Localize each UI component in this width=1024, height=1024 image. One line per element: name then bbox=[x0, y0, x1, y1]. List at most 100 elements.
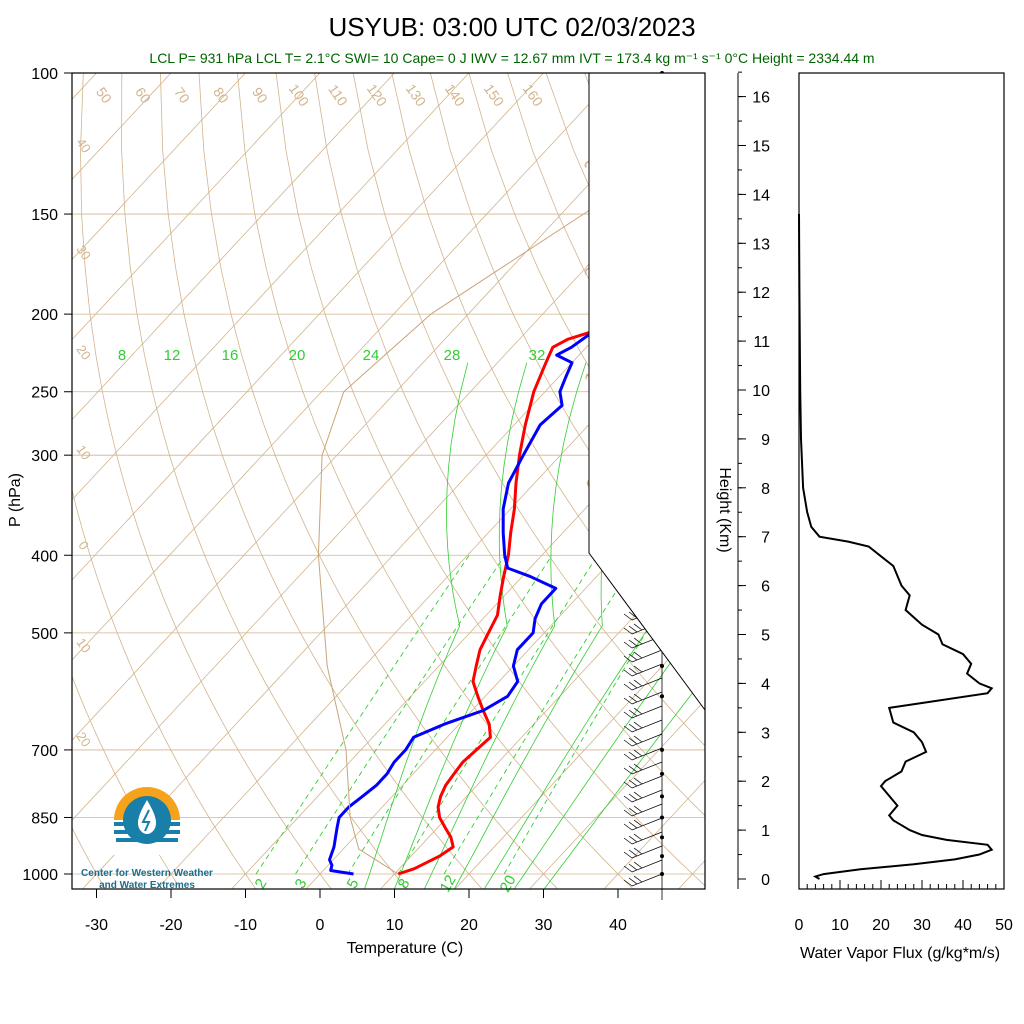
wind-barb bbox=[632, 776, 662, 788]
isotherm-line bbox=[0, 73, 469, 891]
isotherm-label: 50 bbox=[93, 84, 115, 106]
isotherm-label: 10 bbox=[73, 442, 94, 462]
wind-barb-flag bbox=[624, 852, 632, 858]
isotherm-line bbox=[155, 73, 916, 891]
mixing-ratio-label: 24 bbox=[363, 347, 380, 364]
y-axis-label: P (hPa) bbox=[7, 473, 24, 527]
wind-barb-flag bbox=[624, 866, 632, 872]
wind-barb-flag bbox=[624, 880, 632, 886]
dry-adiabat bbox=[122, 73, 409, 891]
x-tick-label: 10 bbox=[386, 917, 404, 934]
wind-barb-flag bbox=[629, 878, 637, 884]
wind-barb-flag bbox=[629, 850, 637, 856]
pressure-axis: 100 150 200 250 300 400 500 700 850 1000 bbox=[22, 66, 72, 884]
wind-level-dot bbox=[660, 694, 664, 698]
wind-barb-flag bbox=[634, 736, 642, 742]
background-grid bbox=[0, 73, 1024, 891]
height-tick-label: 12 bbox=[752, 285, 770, 302]
logo-line-1: Center for Western Weather bbox=[81, 868, 213, 879]
isotherm-label: 20 bbox=[73, 342, 94, 362]
wind-level-dot bbox=[660, 772, 664, 776]
wind-barb bbox=[632, 678, 662, 690]
dry-adiabat bbox=[38, 73, 257, 891]
wind-barb bbox=[632, 818, 662, 830]
wind-barb bbox=[632, 706, 662, 718]
height-tick-label: 11 bbox=[753, 334, 770, 351]
wind-barb-flag bbox=[624, 642, 632, 648]
y-tick-label: 700 bbox=[31, 743, 58, 760]
isotherm-label: 90 bbox=[249, 84, 271, 106]
x-tick-label: 30 bbox=[535, 917, 553, 934]
wind-barb-flag bbox=[629, 626, 637, 632]
wind-barb bbox=[632, 790, 662, 802]
x-tick-label: 20 bbox=[460, 917, 478, 934]
isotherm-line bbox=[0, 73, 245, 891]
isotherm-label: 80 bbox=[210, 84, 232, 106]
wind-barb-flag bbox=[629, 808, 637, 814]
isotherm-line bbox=[0, 73, 618, 891]
wind-barb-flag bbox=[634, 680, 642, 686]
isotherm-label: 10 bbox=[73, 635, 94, 655]
y-tick-label: 400 bbox=[31, 548, 58, 565]
isotherm-label: 30 bbox=[73, 242, 94, 262]
height-tick-label: 2 bbox=[761, 774, 770, 791]
isotherm-line bbox=[453, 73, 1024, 891]
isotherm-line bbox=[0, 73, 394, 891]
mixing-ratio-line bbox=[348, 555, 552, 874]
height-tick-label: 10 bbox=[752, 383, 770, 400]
wind-level-dot bbox=[660, 748, 664, 752]
flux-tick-label: 50 bbox=[995, 917, 1013, 934]
wind-barb-flag bbox=[629, 836, 637, 842]
mixing-ratio-label: 28 bbox=[444, 347, 461, 364]
height-tick-label: 0 bbox=[761, 872, 770, 889]
height-tick-label: 14 bbox=[752, 187, 770, 204]
y-tick-label: 100 bbox=[31, 66, 58, 83]
wind-barb bbox=[632, 720, 662, 732]
wind-barb-flag bbox=[629, 780, 637, 786]
wind-barb-flag bbox=[624, 712, 632, 718]
isotherm-label: 140 bbox=[442, 81, 469, 109]
wind-barb-flag bbox=[629, 752, 637, 758]
wind-barb-flag bbox=[629, 724, 637, 730]
flux-tick-label: 10 bbox=[831, 917, 849, 934]
dry-adiabat bbox=[199, 73, 560, 891]
mixing-ratio-label: 20 bbox=[497, 872, 520, 895]
dry-adiabat bbox=[700, 73, 1024, 891]
wind-barb-flag bbox=[634, 652, 642, 658]
height-tick-label: 16 bbox=[752, 90, 770, 107]
wind-barb-flag bbox=[624, 824, 632, 830]
wind-barb-flag bbox=[634, 834, 642, 840]
wind-barb bbox=[632, 804, 662, 816]
flux-tick-label: 0 bbox=[795, 917, 804, 934]
y-tick-label: 150 bbox=[31, 207, 58, 224]
skew-t-figure: USYUB: 03:00 UTC 02/03/2023 LCL P= 931 h… bbox=[0, 0, 1024, 1024]
height-tick-label: 8 bbox=[761, 481, 770, 498]
wind-barb-flag bbox=[634, 750, 642, 756]
isotherm-label: 60 bbox=[132, 84, 154, 106]
wind-barb-flag bbox=[629, 794, 637, 800]
y-tick-label: 1000 bbox=[22, 867, 58, 884]
mixing-ratio-label: 12 bbox=[437, 872, 460, 895]
cw3e-logo: Center for Western Weather and Water Ext… bbox=[81, 787, 213, 891]
isotherm-label: 0 bbox=[75, 538, 91, 553]
wind-barb-flag bbox=[624, 796, 632, 802]
isotherm-line bbox=[0, 73, 171, 891]
temperature-axis: -30 -20 -10 0 10 20 30 40 bbox=[85, 889, 627, 934]
y-tick-label: 300 bbox=[31, 448, 58, 465]
wind-barb-flag bbox=[624, 768, 632, 774]
height-tick-label: 5 bbox=[761, 628, 770, 645]
dry-adiabat bbox=[469, 73, 1024, 891]
x-tick-label: 0 bbox=[316, 917, 325, 934]
wind-barb-flag bbox=[624, 614, 632, 620]
height-tick-label: 4 bbox=[761, 676, 770, 693]
mixing-ratio-label: 32 bbox=[529, 347, 546, 364]
x-tick-label: 40 bbox=[609, 917, 627, 934]
height-axis-label: Height (Km) bbox=[716, 467, 733, 552]
isotherm-label: 40 bbox=[73, 135, 94, 155]
wind-barb-flag bbox=[629, 738, 637, 744]
flux-tick-label: 40 bbox=[954, 917, 972, 934]
wind-barb-flag bbox=[634, 876, 642, 882]
wind-barb-flag bbox=[634, 778, 642, 784]
x-axis-label: Temperature (C) bbox=[347, 940, 463, 957]
wind-barb-flag bbox=[629, 822, 637, 828]
